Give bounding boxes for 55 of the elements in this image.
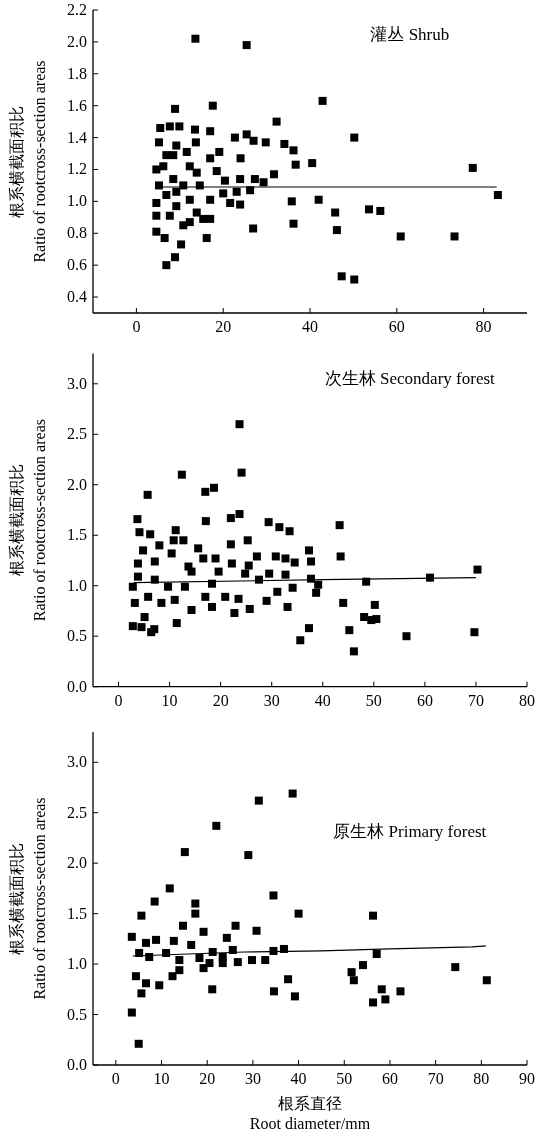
- y-tick-label: 3.0: [67, 374, 87, 392]
- x-tick-label: 50: [365, 691, 382, 709]
- y-tick-label: 1.6: [67, 96, 87, 114]
- y-tick-label: 2.5: [67, 425, 87, 443]
- x-tick-label: 30: [263, 691, 280, 709]
- x-tick-label: 70: [427, 1070, 444, 1087]
- y-tick-label: 1.0: [67, 192, 87, 210]
- x-tick-label: 10: [153, 1070, 170, 1087]
- y-axis-title: 根系横截面积比 Ratio of rootcross-section areas: [8, 797, 48, 1000]
- x-tick-label: 60: [388, 318, 405, 335]
- y-tick-label: 0.4: [67, 288, 87, 306]
- y-tick-label: 0.5: [67, 1005, 87, 1023]
- x-tick-label: 90: [519, 1070, 535, 1087]
- x-tick-label: 40: [302, 318, 318, 335]
- y-tick-label: 1.5: [67, 904, 87, 922]
- y-tick-label: 2.2: [67, 1, 87, 18]
- y-tick-label: 0.0: [67, 677, 87, 695]
- y-tick-label: 1.0: [67, 576, 87, 594]
- y-tick-label: 1.8: [67, 64, 87, 82]
- y-tick-label: 0.6: [67, 256, 87, 274]
- x-tick-label: 10: [161, 691, 178, 709]
- text: 灌丛 Shrub: [370, 25, 450, 44]
- x-tick-label: 0: [132, 318, 141, 335]
- y-tick-label: 3.0: [67, 753, 87, 771]
- y-tick-label: 1.0: [67, 955, 87, 973]
- x-tick-label: 20: [212, 691, 229, 709]
- x-tick-label: 60: [416, 691, 433, 709]
- y-tick-label: 0.5: [67, 627, 87, 645]
- y-axis-title: 根系横截面积比 Ratio of rootcross-section areas: [8, 419, 48, 622]
- y-tick-label: 1.5: [67, 526, 87, 544]
- y-tick-label: 1.4: [67, 128, 87, 146]
- x-tick-label: 0: [114, 691, 123, 709]
- x-tick-label: 50: [336, 1070, 353, 1087]
- x-tick-label: 40: [314, 691, 331, 709]
- y-tick-label: 2.0: [67, 854, 87, 872]
- x-tick-label: 40: [290, 1070, 307, 1087]
- x-tick-label: 80: [475, 318, 492, 335]
- y-tick-label: 2.5: [67, 803, 87, 821]
- text: 次生林 Secondary forest: [324, 368, 496, 388]
- x-tick-label: 0: [111, 1070, 120, 1087]
- x-tick-label: 80: [473, 1070, 490, 1087]
- x-tick-label: 20: [199, 1070, 216, 1087]
- x-tick-label: 30: [244, 1070, 261, 1087]
- x-tick-label: 70: [467, 691, 484, 709]
- x-tick-label: 80: [519, 691, 535, 709]
- x-axis-title: 根系直径 Root diameter/mm: [249, 1095, 371, 1132]
- y-axis-title: 根系横截面积比 Ratio of rootcross-section areas: [8, 60, 48, 263]
- y-tick-label: 2.0: [67, 475, 87, 493]
- x-tick-label: 20: [215, 318, 232, 335]
- y-tick-label: 2.0: [67, 32, 87, 50]
- text: 原生林 Primary forest: [333, 822, 487, 841]
- y-tick-label: 1.2: [67, 160, 87, 178]
- y-tick-label: 0.8: [67, 224, 87, 242]
- y-tick-label: 0.0: [67, 1056, 87, 1073]
- x-tick-label: 60: [381, 1070, 398, 1087]
